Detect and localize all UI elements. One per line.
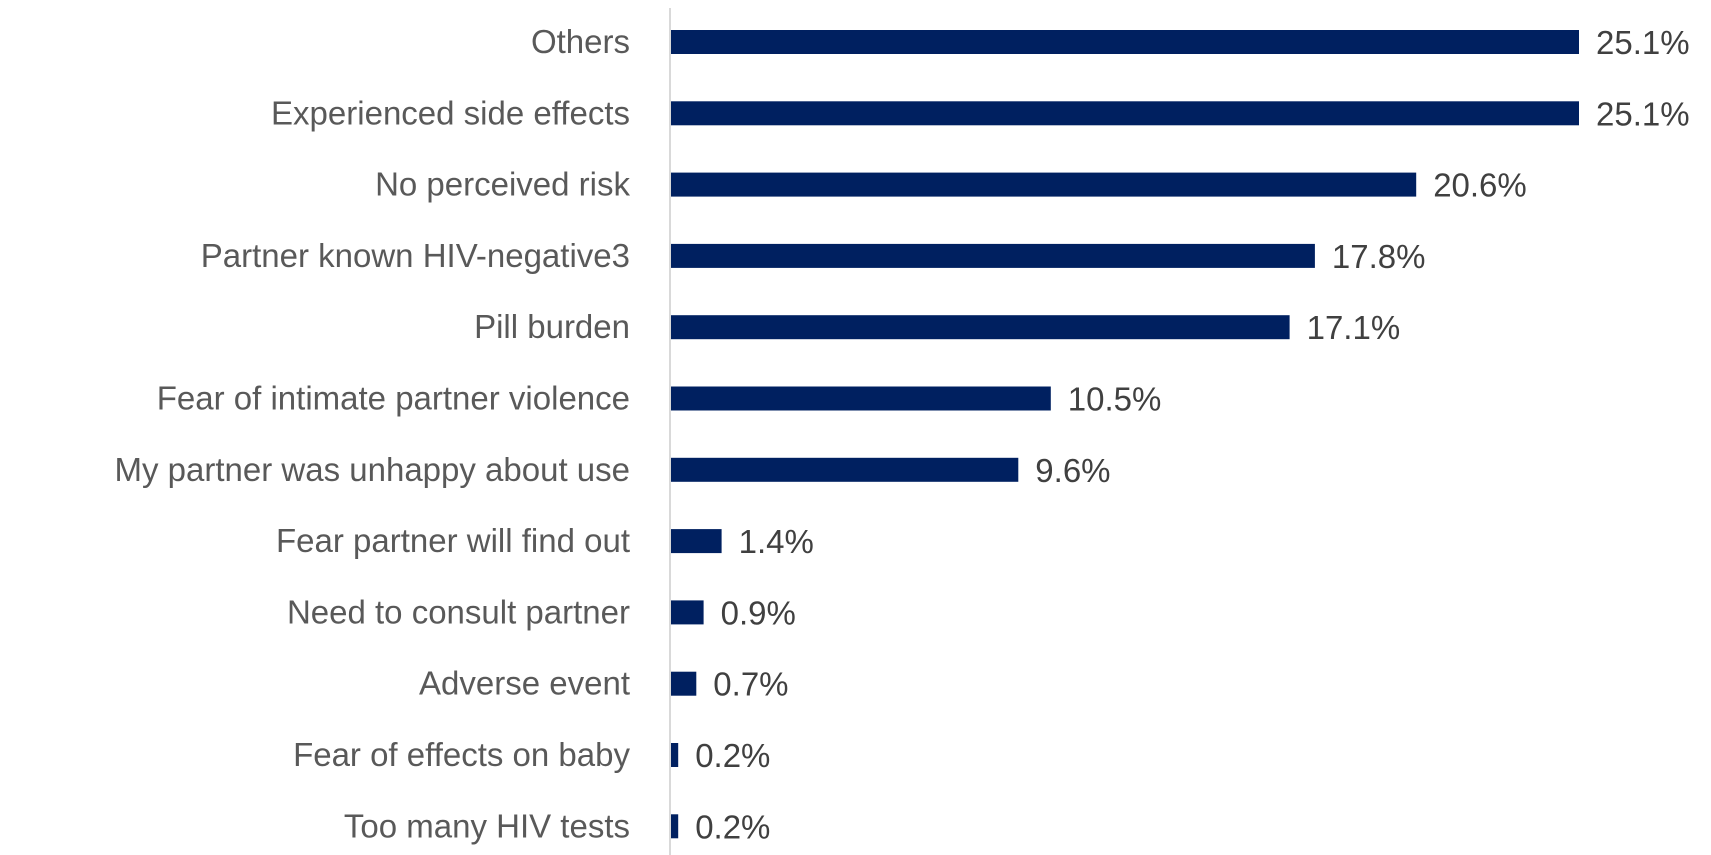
value-label: 17.8% (1332, 238, 1426, 275)
bar (671, 101, 1579, 126)
bar (671, 671, 697, 696)
bar (671, 172, 1417, 197)
value-label: 0.7% (713, 666, 788, 703)
value-label: 0.2% (695, 737, 770, 774)
bar (671, 814, 679, 839)
value-label: 25.1% (1596, 24, 1690, 61)
bar (671, 386, 1051, 411)
bars-group (671, 30, 1579, 839)
value-label: 25.1% (1596, 95, 1690, 132)
value-labels-group: 25.1% 25.1% 20.6%17.8% 17.1% 10.5% 9.6% 1.4% 0.… (695, 24, 1689, 845)
value-label: 17.1% (1307, 309, 1401, 346)
value-label: 10.5% (1068, 381, 1162, 418)
bar (671, 600, 704, 625)
category-label: Others (531, 23, 630, 60)
bar (671, 529, 722, 554)
category-label: No perceived risk (375, 166, 630, 203)
value-label: 0.2% (695, 808, 770, 845)
value-label: 1.4% (739, 523, 814, 560)
category-label: Adverse event (419, 665, 630, 702)
category-label: My partner was unhappy about use (115, 451, 630, 488)
category-labels-group: Others Experienced side effects No perceiv… (115, 23, 631, 844)
category-label: Partner known HIV-negative3 (201, 237, 630, 274)
category-label: Need to consult partner (287, 593, 630, 630)
category-label: Experienced side effects (271, 94, 630, 131)
bar (671, 315, 1290, 340)
value-label: 9.6% (1035, 452, 1110, 489)
category-label: Too many HIV tests (344, 807, 630, 844)
bar (671, 743, 679, 767)
category-label: Fear partner will find out (276, 522, 630, 559)
category-label: Fear of intimate partner violence (157, 380, 630, 417)
value-label: 0.9% (721, 594, 796, 631)
value-label: 20.6% (1433, 167, 1527, 204)
bar (671, 243, 1315, 268)
category-label: Pill burden (474, 308, 630, 345)
bar (671, 457, 1019, 482)
bar (671, 30, 1579, 54)
category-label: Fear of effects on baby (293, 736, 630, 773)
